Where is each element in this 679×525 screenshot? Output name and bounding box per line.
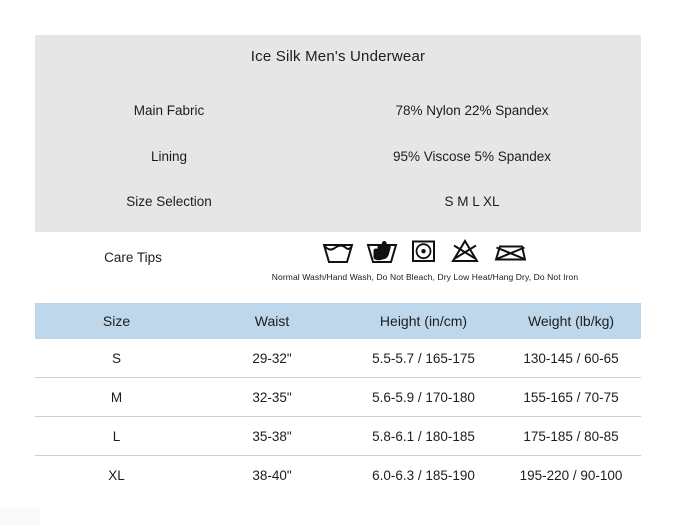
cell-size: M — [35, 377, 198, 417]
cell-height: 5.6-5.9 / 170-180 — [346, 377, 501, 417]
table-row: XL 38-40" 6.0-6.3 / 185-190 195-220 / 90… — [35, 455, 641, 494]
care-tips-row: Care Tips — [35, 232, 641, 296]
care-tips-label: Care Tips — [104, 250, 162, 265]
column-header-waist: Waist — [198, 303, 346, 339]
care-symbol-list — [255, 238, 595, 264]
product-spec-panel: Ice Silk Men's Underwear Main Fabric 78%… — [35, 35, 641, 232]
table-row: M 32-35" 5.6-5.9 / 170-180 155-165 / 70-… — [35, 377, 641, 417]
cell-waist: 32-35" — [198, 377, 346, 417]
cell-weight: 130-145 / 60-65 — [501, 339, 641, 378]
spec-row-size-selection: Size Selection S M L XL — [35, 191, 641, 213]
cell-size: L — [35, 416, 198, 456]
column-header-size: Size — [35, 303, 198, 339]
spec-value-size-selection: S M L XL — [444, 194, 500, 209]
spec-label-main-fabric: Main Fabric — [133, 103, 205, 118]
spec-label-size-selection: Size Selection — [126, 194, 212, 209]
spec-row-lining: Lining 95% Viscose 5% Spandex — [35, 146, 641, 168]
do-not-iron-icon — [492, 238, 528, 264]
table-row: S 29-32" 5.5-5.7 / 165-175 130-145 / 60-… — [35, 339, 641, 378]
cell-height: 5.8-6.1 / 180-185 — [346, 416, 501, 456]
cell-weight: 155-165 / 70-75 — [501, 377, 641, 417]
hand-wash-icon — [366, 238, 398, 264]
cell-weight: 195-220 / 90-100 — [501, 455, 641, 494]
cell-waist: 35-38" — [198, 416, 346, 456]
cell-height: 6.0-6.3 / 185-190 — [346, 455, 501, 494]
column-header-weight: Weight (lb/kg) — [501, 303, 641, 339]
cell-waist: 38-40" — [198, 455, 346, 494]
do-not-bleach-icon — [450, 238, 480, 264]
spec-row-main-fabric: Main Fabric 78% Nylon 22% Spandex — [35, 100, 641, 122]
bottom-left-block — [0, 508, 40, 525]
spec-value-lining: 95% Viscose 5% Spandex — [392, 149, 552, 164]
cell-waist: 29-32" — [198, 339, 346, 378]
table-row: L 35-38" 5.8-6.1 / 180-185 175-185 / 80-… — [35, 416, 641, 456]
cell-weight: 175-185 / 80-85 — [501, 416, 641, 456]
cell-height: 5.5-5.7 / 165-175 — [346, 339, 501, 378]
tumble-dry-low-icon — [410, 238, 438, 264]
cell-size: XL — [35, 455, 198, 494]
column-header-height: Height (in/cm) — [346, 303, 501, 339]
cell-size: S — [35, 339, 198, 378]
table-header-row: Size Waist Height (in/cm) Weight (lb/kg) — [35, 303, 641, 339]
product-title: Ice Silk Men's Underwear — [250, 48, 426, 65]
care-tips-caption: Normal Wash/Hand Wash, Do Not Bleach, Dr… — [271, 272, 579, 282]
spec-label-lining: Lining — [150, 149, 188, 164]
spec-value-main-fabric: 78% Nylon 22% Spandex — [395, 103, 549, 118]
normal-wash-icon — [322, 238, 354, 264]
size-chart-table: Size Waist Height (in/cm) Weight (lb/kg)… — [35, 303, 641, 494]
